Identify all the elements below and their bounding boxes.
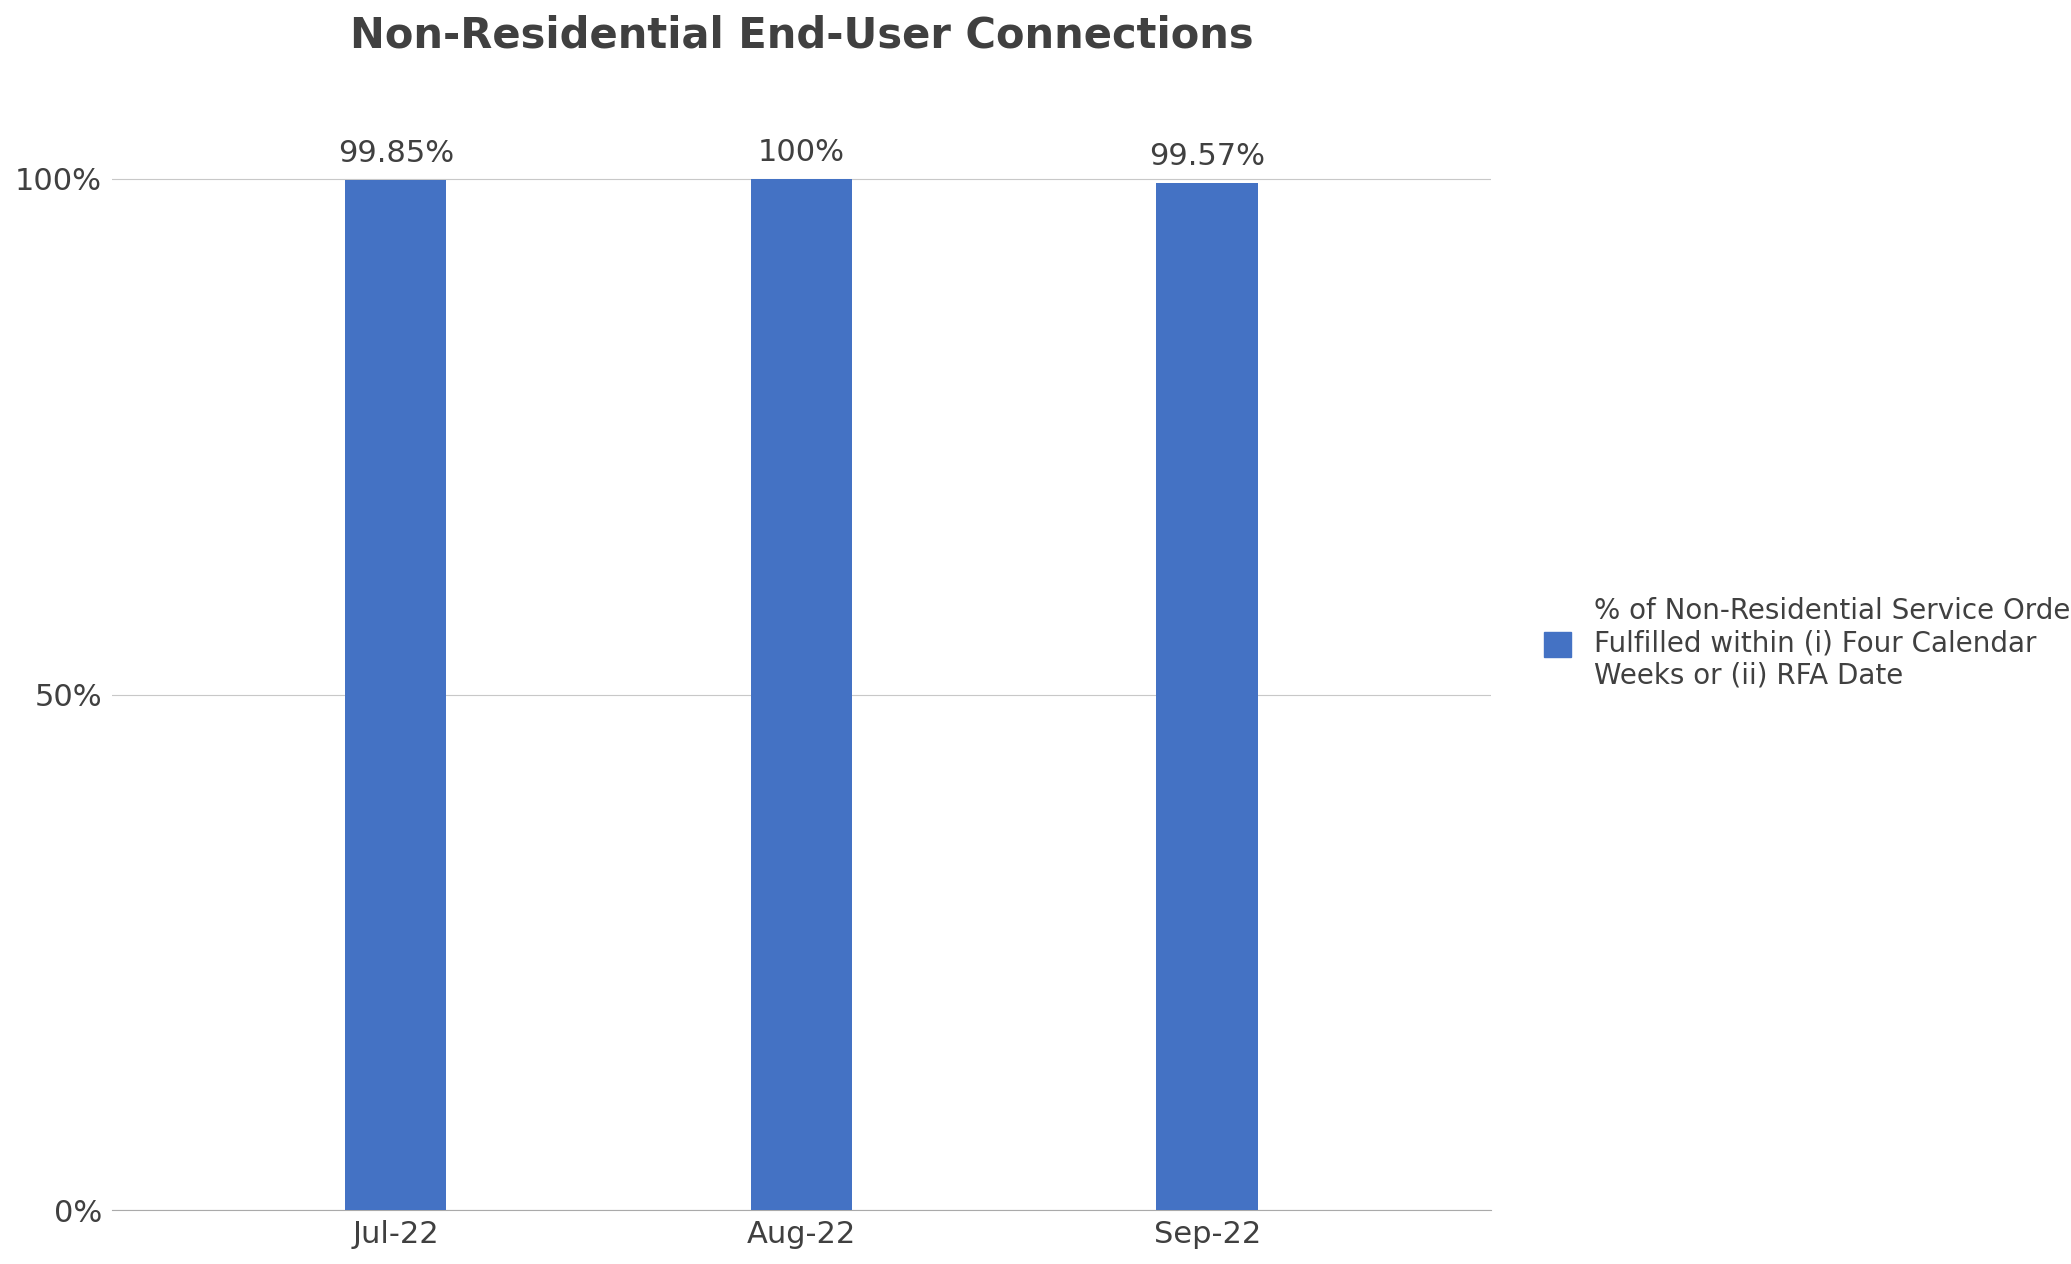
Text: 99.57%: 99.57% bbox=[1149, 142, 1265, 171]
Legend: % of Non-Residential Service Orders
Fulfilled within (i) Four Calendar
Weeks or : % of Non-Residential Service Orders Fulf… bbox=[1533, 585, 2071, 700]
Bar bbox=[750, 179, 851, 1210]
Title: Non-Residential End-User Connections: Non-Residential End-User Connections bbox=[350, 15, 1253, 57]
Bar bbox=[346, 181, 447, 1210]
Bar bbox=[1156, 183, 1257, 1210]
Text: 99.85%: 99.85% bbox=[338, 139, 454, 168]
Text: 100%: 100% bbox=[758, 138, 845, 167]
